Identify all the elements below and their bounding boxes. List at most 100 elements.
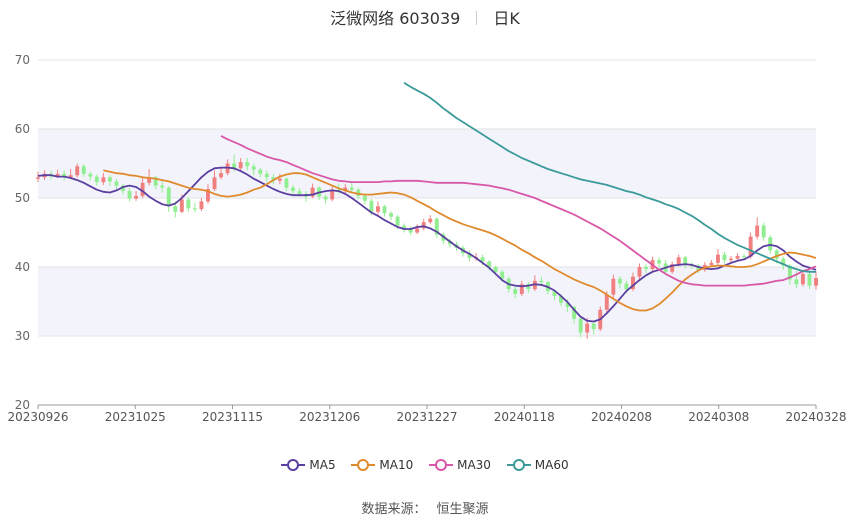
period-label[interactable]: 日K [493, 9, 520, 28]
candle-body [480, 257, 485, 262]
candle-body [715, 254, 720, 263]
legend-ma60[interactable]: MA60 [506, 458, 569, 472]
data-source: 数据来源： 恒生聚源 [0, 498, 850, 517]
candle-body [774, 250, 779, 259]
candle-body [591, 323, 596, 330]
series-line-ma60 [403, 82, 816, 273]
y-tick-label: 50 [15, 191, 30, 205]
x-tick-label: 20230926 [7, 410, 68, 424]
candle-body [814, 278, 818, 286]
candle-body [526, 284, 531, 290]
candle-body [617, 278, 622, 284]
grid-band [38, 267, 816, 336]
candle-body [761, 225, 766, 238]
candle-body [55, 173, 60, 176]
legend-ma5-marker [281, 458, 306, 472]
candle-body [160, 185, 165, 188]
candle-body [88, 173, 93, 177]
candle-body [36, 177, 40, 179]
y-tick-label: 20 [15, 398, 30, 412]
series-line-ma30 [220, 135, 817, 287]
candle-body [107, 177, 112, 182]
candle-body [238, 162, 243, 169]
candle-body [807, 273, 812, 286]
title-divider [476, 11, 478, 25]
legend-ma5[interactable]: MA5 [281, 458, 336, 472]
candle-body [787, 265, 792, 280]
candle-body [513, 289, 518, 294]
candle-body [408, 229, 413, 233]
candle-body [500, 271, 505, 279]
candle-body [722, 254, 727, 261]
candle-body [376, 206, 380, 212]
candle-body [585, 323, 590, 333]
series-line-ma5 [37, 166, 817, 323]
candle-body [277, 178, 282, 181]
series-line-ma10 [103, 169, 817, 312]
candle-body [683, 257, 688, 265]
candle-body [179, 199, 184, 212]
candle-body [121, 185, 125, 192]
x-tick-label: 20231115 [202, 410, 263, 424]
candle-body [251, 166, 256, 170]
candle-body [232, 163, 237, 169]
candle-body [572, 307, 577, 319]
candle-body [264, 173, 269, 178]
x-tick-label: 20231206 [299, 410, 360, 424]
candle-body [127, 191, 132, 199]
candle-body [81, 166, 86, 174]
grid-band [38, 129, 816, 198]
legend-ma10-label: MA10 [379, 458, 414, 472]
candle-body [395, 216, 400, 226]
candle-body [68, 175, 73, 178]
legend-ma30-marker [429, 458, 454, 472]
candle-body [206, 189, 210, 202]
candle-body [94, 176, 99, 183]
legend: MA5 MA10 MA30 MA60 [0, 458, 850, 472]
candle-body [356, 189, 361, 196]
candle-body [755, 225, 760, 237]
x-tick-label: 20231227 [396, 410, 457, 424]
candle-body [630, 276, 635, 290]
candle-body [578, 318, 583, 333]
candle-body [800, 273, 805, 285]
chart-title: 泛微网络 603039 日K [0, 5, 850, 29]
candle-body [186, 199, 191, 209]
candle-body [624, 283, 629, 290]
legend-ma30[interactable]: MA30 [429, 458, 491, 472]
candle-body [362, 195, 367, 201]
source-value: 恒生聚源 [436, 502, 489, 517]
candle-body [428, 218, 433, 223]
candle-body [134, 195, 139, 199]
candle-body [245, 162, 250, 167]
candle-body [493, 267, 498, 272]
candle-body [219, 173, 224, 178]
candle-body [389, 213, 394, 217]
legend-ma60-marker [506, 458, 531, 472]
candle-body [310, 187, 315, 197]
candle-body [330, 189, 335, 200]
candle-body [709, 262, 714, 265]
candle-body [349, 187, 354, 190]
candle-body [637, 267, 642, 277]
candle-body [729, 258, 733, 261]
candle-body [382, 206, 387, 214]
legend-ma10[interactable]: MA10 [351, 458, 413, 472]
candle-body [402, 225, 407, 230]
candle-body [768, 237, 773, 251]
candle-body [192, 208, 197, 210]
y-tick-label: 30 [15, 329, 30, 343]
candle-body [199, 201, 204, 210]
candle-body [212, 177, 217, 190]
x-tick-label: 20240328 [785, 410, 846, 424]
candle-body [670, 264, 675, 272]
candle-body [794, 279, 799, 285]
candle-body [421, 222, 426, 229]
candle-body [519, 284, 524, 294]
candle-body [552, 291, 557, 296]
candle-body [173, 206, 178, 212]
legend-ma5-label: MA5 [309, 458, 336, 472]
candle-body [781, 258, 786, 266]
candle-body [565, 302, 570, 308]
